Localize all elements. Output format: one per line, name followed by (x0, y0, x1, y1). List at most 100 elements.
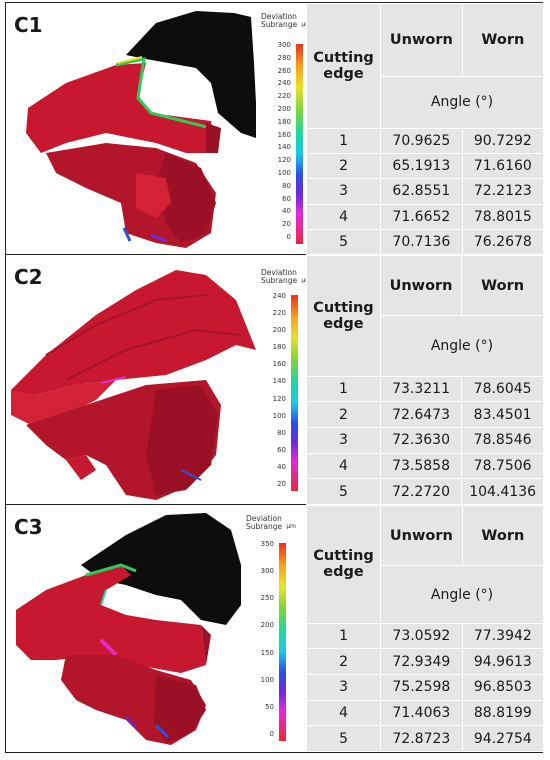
worn-angle-cell: 76.2678 (461, 228, 545, 256)
colorbar-tick-label: 80 (282, 181, 291, 190)
colorbar-title: Deviation Subrange µm (261, 13, 311, 29)
worn-angle-cell: 71.6160 (461, 152, 545, 180)
colorbar-tick-label: 60 (282, 194, 291, 203)
worn-angle-cell: 78.6045 (461, 375, 544, 403)
worn-angle-cell: 83.4501 (461, 401, 544, 429)
unworn-angle-cell: 72.9349 (380, 648, 463, 676)
angle-unit-header: Angle (°) (380, 565, 544, 624)
unworn-angle-cell: 72.8723 (380, 725, 463, 752)
angle-unit-header: Angle (°) (379, 315, 545, 377)
tool-render-c3 (16, 513, 241, 745)
table-row: 1 73.3211 78.6045 (306, 375, 544, 403)
cutting-edge-cell: 3 (306, 427, 381, 454)
angle-table: Cutting edge Unworn Worn Angle (°) 1 73.0… (305, 504, 545, 752)
cutting-edge-header: Cutting edge (305, 505, 382, 624)
colorbar-tick-label: 40 (277, 462, 286, 471)
table-row: 3 72.3630 78.8546 (306, 427, 544, 454)
table-row: 3 62.8551 72.2123 (305, 178, 545, 205)
worn-angle-cell: 90.7292 (461, 127, 545, 155)
colorbar-tick-label: 180 (272, 343, 286, 352)
cutting-edge-cell: 5 (305, 228, 382, 256)
unworn-angle-cell: 71.6652 (380, 203, 463, 230)
cutting-edge-cell: 4 (305, 699, 382, 727)
worn-angle-cell: 96.8503 (461, 674, 545, 701)
colorbar-tick-label: 180 (277, 117, 291, 126)
worn-angle-cell: 104.4136 (461, 478, 544, 505)
worn-angle-cell: 78.8015 (461, 203, 545, 230)
colorbar-tick-label: 200 (260, 621, 274, 630)
cutting-edge-cell: 5 (305, 725, 382, 752)
panel-c1: C1 Deviation Subrange µm Cutting edge Un… (6, 3, 545, 256)
colorbar-tick-label: 300 (277, 41, 291, 49)
colorbar-tick-label: 240 (272, 292, 286, 300)
angle-table: Cutting edge Unworn Worn Angle (°) 1 70.9… (305, 3, 545, 256)
table-row: 4 71.6652 78.8015 (305, 203, 545, 230)
table-row: 1 73.0592 77.3942 (305, 622, 545, 650)
worn-angle-cell: 94.2754 (461, 725, 545, 752)
table-row: 5 70.7136 76.2678 (305, 228, 545, 256)
colorbar-tick-label: 350 (260, 540, 274, 548)
worn-angle-cell: 77.3942 (461, 622, 545, 650)
cutting-edge-cell: 3 (305, 674, 382, 701)
worn-header: Worn (461, 254, 544, 317)
cutting-edge-cell: 1 (305, 127, 382, 155)
unworn-angle-cell: 73.5858 (379, 452, 463, 480)
table-row: 5 72.2720 104.4136 (306, 478, 544, 505)
cutting-edge-cell: 5 (306, 478, 381, 505)
unworn-angle-cell: 70.7136 (380, 228, 463, 256)
worn-angle-cell: 78.8546 (461, 427, 544, 454)
colorbar-tick-label: 240 (277, 79, 291, 88)
cutting-edge-cell: 1 (305, 622, 382, 650)
colorbar-tick-label: 120 (277, 156, 291, 165)
panel-c2: C2 Deviation Subrange µm Cutting edge Un… (6, 254, 545, 505)
colorbar-title: Deviation Subrange µm (261, 268, 311, 285)
worn-header: Worn (461, 3, 545, 77)
table-row: 4 71.4063 88.8199 (305, 699, 545, 727)
colorbar-tick-label: 20 (277, 480, 286, 488)
unworn-angle-cell: 73.3211 (379, 375, 463, 403)
colorbar-tick-label: 200 (272, 326, 286, 335)
table-row: 2 72.6473 83.4501 (306, 401, 544, 429)
table-row: 5 72.8723 94.2754 (305, 725, 545, 752)
colorbar-tick-label: 280 (277, 53, 291, 62)
unworn-angle-cell: 75.2598 (380, 674, 463, 701)
panel-label: C3 (14, 515, 43, 539)
colorbar-tick-label: 140 (272, 377, 286, 386)
cutting-edge-cell: 3 (305, 178, 382, 205)
colorbar-tick-label: 20 (282, 220, 291, 229)
colorbar-tick-label: 100 (277, 169, 291, 177)
cutting-edge-cell: 4 (305, 203, 382, 230)
colorbar-tick-label: 220 (272, 309, 286, 318)
colorbar-title-text: Deviation Subrange (246, 514, 283, 531)
colorbar-title-text: Deviation Subrange (261, 268, 298, 285)
unworn-header: Unworn (379, 254, 463, 317)
colorbar-tick-label: 60 (277, 445, 286, 454)
unworn-angle-cell: 65.1913 (380, 152, 463, 180)
angle-table: Cutting edge Unworn Worn Angle (°) 1 73.3… (306, 254, 545, 505)
unworn-header: Unworn (380, 3, 463, 77)
worn-angle-cell: 88.8199 (461, 699, 545, 727)
table-row: 3 75.2598 96.8503 (305, 674, 545, 701)
colorbar-tick-label: 100 (260, 675, 274, 684)
colorbar-tick-label: 220 (277, 92, 291, 101)
colorbar-tick-label: 0 (269, 730, 274, 738)
table-row: 2 65.1913 71.6160 (305, 152, 545, 180)
worn-header: Worn (461, 504, 545, 567)
unworn-angle-cell: 73.0592 (380, 622, 463, 650)
unworn-angle-cell: 72.6473 (379, 401, 463, 429)
colorbar-tick-label: 140 (277, 143, 291, 152)
table-row: 1 70.9625 90.7292 (305, 127, 545, 155)
panel-label: C2 (14, 265, 43, 289)
cutting-edge-header: Cutting edge (305, 3, 382, 129)
tool-render-c2 (11, 270, 256, 500)
table-row: 2 72.9349 94.9613 (305, 648, 545, 676)
colorbar-tick-label: 150 (260, 648, 274, 657)
tool-render-c1 (26, 11, 256, 248)
colorbar-tick-label: 160 (272, 360, 286, 369)
colorbar-tick-label: 120 (272, 394, 286, 403)
unworn-header: Unworn (380, 504, 463, 567)
unworn-angle-cell: 71.4063 (380, 699, 463, 727)
colorbar-tick-label: 160 (277, 130, 291, 139)
colorbar-tick-label: 40 (282, 207, 291, 216)
worn-angle-cell: 78.7506 (461, 452, 544, 480)
